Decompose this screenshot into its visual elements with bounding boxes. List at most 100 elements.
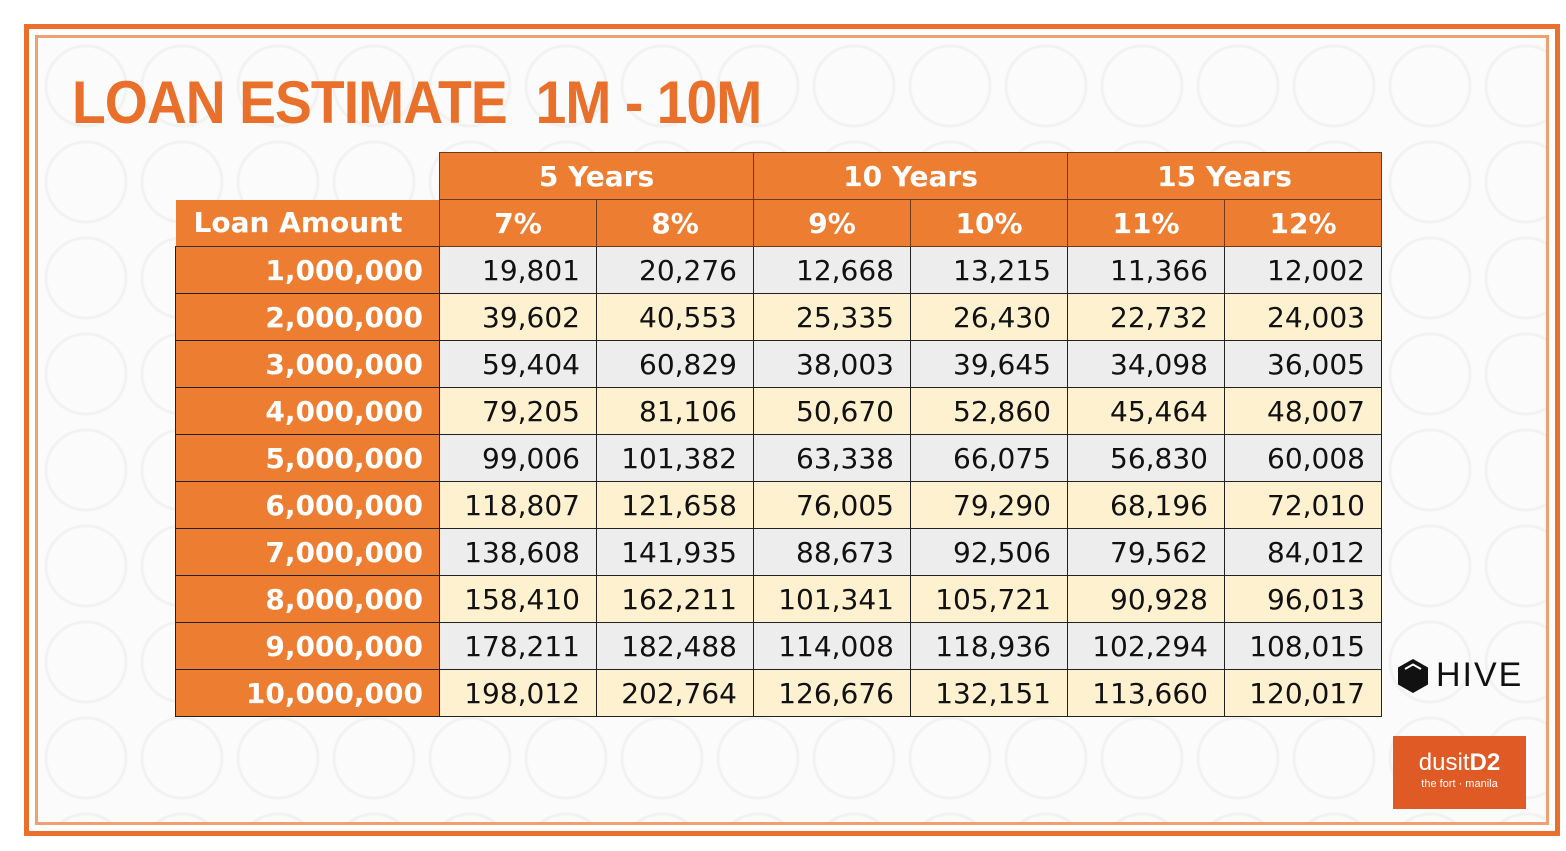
payment-cell: 182,488 <box>596 622 754 670</box>
rate-header: 10% <box>910 199 1068 247</box>
rate-header: 9% <box>753 199 911 247</box>
payment-cell: 56,830 <box>1067 434 1225 482</box>
payment-cell: 79,205 <box>439 387 597 435</box>
payment-cell: 39,602 <box>439 293 597 341</box>
loan-amount-cell: 6,000,000 <box>175 481 440 529</box>
payment-cell: 12,668 <box>753 246 911 294</box>
payment-cell: 202,764 <box>596 669 754 717</box>
payment-cell: 36,005 <box>1224 340 1382 388</box>
hive-logo: HIVE <box>1396 656 1523 695</box>
rate-header: 8% <box>596 199 754 247</box>
payment-cell: 45,464 <box>1067 387 1225 435</box>
loan-amount-cell: 2,000,000 <box>175 293 440 341</box>
payment-cell: 118,936 <box>910 622 1068 670</box>
payment-cell: 24,003 <box>1224 293 1382 341</box>
term-header-10-years: 10 Years <box>753 152 1068 200</box>
payment-cell: 138,608 <box>439 528 597 576</box>
payment-cell: 59,404 <box>439 340 597 388</box>
loan-amount-header: Loan Amount <box>175 199 440 247</box>
payment-cell: 114,008 <box>753 622 911 670</box>
payment-cell: 120,017 <box>1224 669 1382 717</box>
payment-cell: 34,098 <box>1067 340 1225 388</box>
table-row: 8,000,000 158,410 162,211 101,341 105,721 90,… <box>175 575 1382 623</box>
payment-cell: 84,012 <box>1224 528 1382 576</box>
payment-cell: 52,860 <box>910 387 1068 435</box>
payment-cell: 162,211 <box>596 575 754 623</box>
table-row: 7,000,000 138,608 141,935 88,673 92,506 79,56… <box>175 528 1382 576</box>
payment-cell: 178,211 <box>439 622 597 670</box>
table-corner <box>176 153 440 200</box>
payment-cell: 99,006 <box>439 434 597 482</box>
payment-cell: 81,106 <box>596 387 754 435</box>
rate-header: 12% <box>1224 199 1382 247</box>
payment-cell: 158,410 <box>439 575 597 623</box>
payment-cell: 132,151 <box>910 669 1068 717</box>
payment-cell: 141,935 <box>596 528 754 576</box>
loan-amount-cell: 1,000,000 <box>175 246 440 294</box>
payment-cell: 105,721 <box>910 575 1068 623</box>
payment-cell: 60,829 <box>596 340 754 388</box>
table-row: 1,000,000 19,801 20,276 12,668 13,215 11,366 1… <box>175 246 1382 294</box>
loan-amount-cell: 9,000,000 <box>175 622 440 670</box>
payment-cell: 13,215 <box>910 246 1068 294</box>
payment-cell: 126,676 <box>753 669 911 717</box>
payment-cell: 90,928 <box>1067 575 1225 623</box>
hive-logo-text: HIVE <box>1436 656 1524 694</box>
payment-cell: 22,732 <box>1067 293 1225 341</box>
dusit-logo-tagline: the fort · manila <box>1421 778 1498 790</box>
term-header-15-years: 15 Years <box>1067 152 1382 200</box>
rate-header: 7% <box>439 199 597 247</box>
payment-cell: 19,801 <box>439 246 597 294</box>
payment-cell: 39,645 <box>910 340 1068 388</box>
payment-cell: 68,196 <box>1067 481 1225 529</box>
loan-amount-cell: 8,000,000 <box>175 575 440 623</box>
payment-cell: 79,562 <box>1067 528 1225 576</box>
loan-amount-cell: 7,000,000 <box>175 528 440 576</box>
payment-cell: 72,010 <box>1224 481 1382 529</box>
loan-amount-cell: 3,000,000 <box>175 340 440 388</box>
table-body: 1,000,000 19,801 20,276 12,668 13,215 11,366 1… <box>175 246 1382 717</box>
table-row: 6,000,000 118,807 121,658 76,005 79,290 68,19… <box>175 481 1382 529</box>
payment-cell: 26,430 <box>910 293 1068 341</box>
loan-amount-cell: 10,000,000 <box>175 669 440 717</box>
payment-cell: 101,341 <box>753 575 911 623</box>
payment-cell: 76,005 <box>753 481 911 529</box>
payment-cell: 79,290 <box>910 481 1068 529</box>
table-row: 3,000,000 59,404 60,829 38,003 39,645 34,098 3… <box>175 340 1382 388</box>
payment-cell: 96,013 <box>1224 575 1382 623</box>
payment-cell: 121,658 <box>596 481 754 529</box>
payment-cell: 40,553 <box>596 293 754 341</box>
payment-cell: 63,338 <box>753 434 911 482</box>
payment-cell: 92,506 <box>910 528 1068 576</box>
hexagon-icon <box>1398 658 1428 693</box>
payment-cell: 50,670 <box>753 387 911 435</box>
loan-estimate-table: 5 Years 10 Years 15 Years Loan Amount 7%… <box>175 152 1382 717</box>
payment-cell: 60,008 <box>1224 434 1382 482</box>
payment-cell: 118,807 <box>439 481 597 529</box>
payment-cell: 88,673 <box>753 528 911 576</box>
payment-cell: 108,015 <box>1224 622 1382 670</box>
rate-header: 11% <box>1067 199 1225 247</box>
payment-cell: 198,012 <box>439 669 597 717</box>
payment-cell: 102,294 <box>1067 622 1225 670</box>
payment-cell: 12,002 <box>1224 246 1382 294</box>
payment-cell: 20,276 <box>596 246 754 294</box>
payment-cell: 11,366 <box>1067 246 1225 294</box>
payment-cell: 101,382 <box>596 434 754 482</box>
table-row: 4,000,000 79,205 81,106 50,670 52,860 45,464 4… <box>175 387 1382 435</box>
table-row: 9,000,000 178,211 182,488 114,008 118,936 102… <box>175 622 1382 670</box>
table-row: 5,000,000 99,006 101,382 63,338 66,075 56,830… <box>175 434 1382 482</box>
dusit-logo-name: dusitD2 <box>1418 749 1501 776</box>
table-row: 10,000,000 198,012 202,764 126,676 132,151 11… <box>175 669 1382 717</box>
page-title: LOAN ESTIMATE 1M - 10M <box>72 69 762 136</box>
payment-cell: 113,660 <box>1067 669 1225 717</box>
payment-cell: 48,007 <box>1224 387 1382 435</box>
payment-cell: 25,335 <box>753 293 911 341</box>
dusit-logo: dusitD2 the fort · manila <box>1393 736 1526 809</box>
loan-amount-cell: 5,000,000 <box>175 434 440 482</box>
payment-cell: 66,075 <box>910 434 1068 482</box>
term-header-5-years: 5 Years <box>439 152 754 200</box>
payment-cell: 38,003 <box>753 340 911 388</box>
loan-amount-cell: 4,000,000 <box>175 387 440 435</box>
table-row: 2,000,000 39,602 40,553 25,335 26,430 22,732 2… <box>175 293 1382 341</box>
